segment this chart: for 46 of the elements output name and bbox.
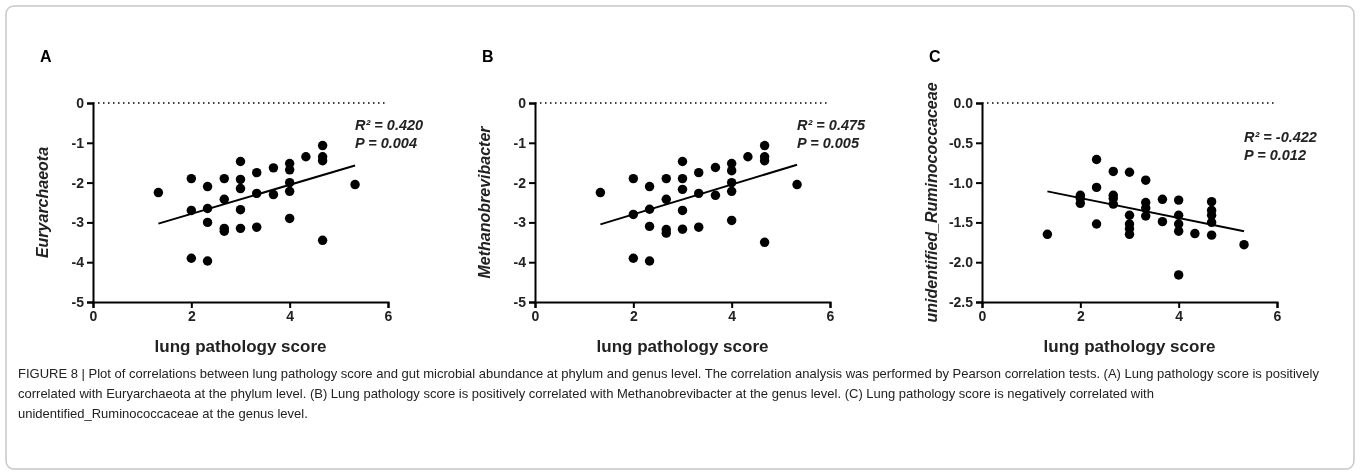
chart-title: A bbox=[40, 48, 52, 65]
annotation: P = 0.012 bbox=[1244, 147, 1306, 163]
y-axis-title: Euryarchaeota bbox=[34, 146, 51, 259]
y-tick-label: -5 bbox=[513, 293, 527, 310]
x-tick-label: 4 bbox=[728, 307, 737, 324]
y-tick-label: -2 bbox=[513, 174, 527, 191]
x-tick-label: 6 bbox=[384, 307, 393, 324]
x-tick-label: 0 bbox=[531, 307, 540, 324]
y-axis-title: unidentified_Ruminococcaceae bbox=[923, 82, 940, 323]
x-axis-title: lung pathology score bbox=[1043, 337, 1216, 356]
annotation: R² = 0.420 bbox=[355, 117, 424, 133]
x-tick-label: 2 bbox=[1076, 307, 1085, 324]
x-tick-label: 4 bbox=[1175, 307, 1184, 324]
y-tick-label: 0 bbox=[76, 94, 85, 111]
x-tick-label: 6 bbox=[826, 307, 835, 324]
x-tick-label: 4 bbox=[286, 307, 295, 324]
x-tick-label: 0 bbox=[89, 307, 98, 324]
y-tick-label: -1 bbox=[513, 134, 527, 151]
y-tick-label: -1 bbox=[71, 134, 85, 151]
x-axis-title: lung pathology score bbox=[596, 337, 769, 356]
x-tick-label: 2 bbox=[187, 307, 196, 324]
annotation: R² = -0.422 bbox=[1244, 129, 1317, 145]
y-tick-label: -0.5 bbox=[948, 134, 974, 151]
y-tick-label: -3 bbox=[71, 214, 85, 231]
y-tick-label: 0.0 bbox=[953, 94, 974, 111]
y-axis-title: Methanobrevibacter bbox=[476, 125, 493, 279]
y-tick-label: -1.0 bbox=[948, 174, 974, 191]
annotation: P = 0.004 bbox=[355, 135, 417, 151]
y-tick-label: -5 bbox=[71, 293, 85, 310]
y-tick-label: -2.0 bbox=[948, 254, 974, 271]
y-tick-label: -2 bbox=[71, 174, 85, 191]
y-tick-label: -3 bbox=[513, 214, 527, 231]
y-tick-label: -2.5 bbox=[948, 293, 974, 310]
x-tick-label: 6 bbox=[1273, 307, 1282, 324]
x-axis-title: lung pathology score bbox=[154, 337, 327, 356]
chart-title: B bbox=[482, 48, 494, 65]
annotation: P = 0.005 bbox=[797, 135, 860, 151]
chart-title: C bbox=[929, 48, 941, 65]
y-tick-label: 0 bbox=[518, 94, 527, 111]
y-tick-label: -4 bbox=[513, 254, 527, 271]
x-tick-label: 0 bbox=[978, 307, 987, 324]
annotation: R² = 0.475 bbox=[797, 117, 867, 133]
x-tick-label: 2 bbox=[629, 307, 638, 324]
y-tick-label: -4 bbox=[71, 254, 85, 271]
y-tick-label: -1.5 bbox=[948, 214, 974, 231]
caption: FIGURE 8 | Plot of correlations between lung pathology score and gut microbial abundance at phylum and genus level. The correlation analysis was performed by Pearson correlation tests. (A) Lung pathology score is positively correlated with Euryarchaeota at the phylum level. (B) Lung pathology score is positively correlated with Methanobrevibacter at the genus level. (C) Lung pathology score is negatively correlated with unidentified_Ruminococcaceae at the genus level. bbox=[18, 365, 1320, 423]
